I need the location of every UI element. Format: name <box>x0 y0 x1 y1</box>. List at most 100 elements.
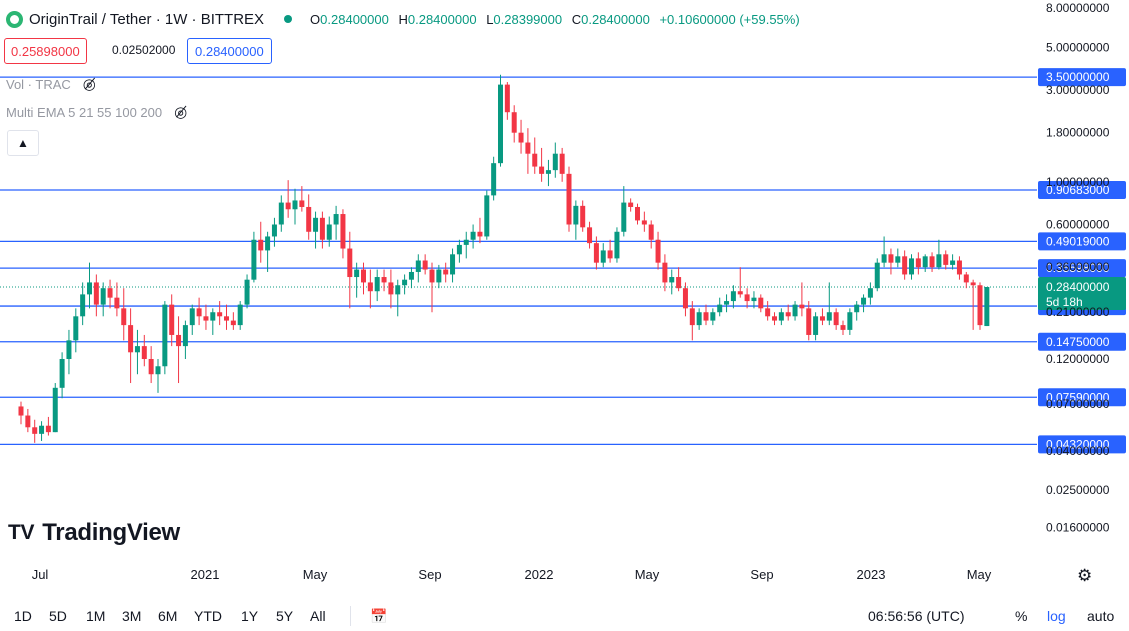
candle-body[interactable] <box>340 214 346 249</box>
candle-body[interactable] <box>388 282 394 295</box>
candle-body[interactable] <box>662 262 668 283</box>
sell-price-box[interactable]: 0.25898000 <box>4 38 87 64</box>
volume-indicator-legend[interactable]: Vol · TRAC ◎̸ <box>6 75 96 93</box>
candle-body[interactable] <box>237 304 243 326</box>
candle-body[interactable] <box>292 200 298 210</box>
candle-body[interactable] <box>52 387 58 433</box>
candle-body[interactable] <box>909 258 914 275</box>
log-scale-toggle[interactable]: log <box>1047 608 1066 624</box>
candle-body[interactable] <box>381 277 387 283</box>
candle-body[interactable] <box>59 358 65 388</box>
candle-body[interactable] <box>251 239 257 280</box>
candle-body[interactable] <box>285 202 291 210</box>
candle-body[interactable] <box>39 425 45 434</box>
candle-body[interactable] <box>977 285 983 326</box>
candle-body[interactable] <box>196 308 202 317</box>
candle-body[interactable] <box>963 274 969 283</box>
candle-body[interactable] <box>361 269 366 283</box>
candle-body[interactable] <box>799 304 805 309</box>
candle-body[interactable] <box>93 282 99 305</box>
candle-body[interactable] <box>408 271 414 280</box>
candle-body[interactable] <box>792 304 798 317</box>
candle-body[interactable] <box>354 269 360 278</box>
candle-body[interactable] <box>224 316 229 321</box>
candle-body[interactable] <box>641 220 647 225</box>
candle-body[interactable] <box>696 312 702 326</box>
candle-body[interactable] <box>415 260 421 272</box>
candle-body[interactable] <box>210 312 216 321</box>
candle-body[interactable] <box>299 200 305 207</box>
candle-body[interactable] <box>203 316 209 321</box>
candle-body[interactable] <box>559 153 565 174</box>
timeframe-6m[interactable]: 6M <box>158 608 178 624</box>
candle-body[interactable] <box>121 308 127 326</box>
candle-body[interactable] <box>148 358 154 375</box>
candle-body[interactable] <box>128 325 134 353</box>
candle-body[interactable] <box>621 202 627 232</box>
candle-body[interactable] <box>669 277 675 283</box>
candle-body[interactable] <box>710 312 716 321</box>
candle-body[interactable] <box>737 291 743 295</box>
candle-body[interactable] <box>655 239 661 263</box>
candle-body[interactable] <box>66 340 72 359</box>
candle-body[interactable] <box>648 224 654 240</box>
candle-body[interactable] <box>450 254 456 275</box>
candle-body[interactable] <box>189 308 195 326</box>
candle-body[interactable] <box>628 202 634 207</box>
candle-body[interactable] <box>902 256 908 275</box>
candle-body[interactable] <box>402 279 408 286</box>
candle-body[interactable] <box>545 170 551 174</box>
candle-body[interactable] <box>929 256 935 268</box>
candle-body[interactable] <box>813 316 819 335</box>
timeframe-5d[interactable]: 5D <box>49 608 67 624</box>
percent-scale-toggle[interactable]: % <box>1015 608 1028 624</box>
candle-body[interactable] <box>367 282 373 292</box>
candle-body[interactable] <box>162 304 168 367</box>
candle-body[interactable] <box>436 269 442 283</box>
candle-body[interactable] <box>730 291 736 302</box>
candle-body[interactable] <box>456 244 462 255</box>
candle-body[interactable] <box>258 239 264 251</box>
candle-body[interactable] <box>566 173 572 225</box>
candle-body[interactable] <box>319 217 325 240</box>
candle-body[interactable] <box>470 231 476 240</box>
candle-body[interactable] <box>861 297 867 305</box>
candle-body[interactable] <box>758 297 764 309</box>
candle-body[interactable] <box>936 254 942 268</box>
candle-body[interactable] <box>463 239 469 245</box>
candle-body[interactable] <box>785 312 791 317</box>
eye-hidden-icon[interactable]: ◎̸ <box>82 76 96 93</box>
candle-body[interactable] <box>833 312 839 326</box>
candle-body[interactable] <box>429 269 435 283</box>
candle-body[interactable] <box>922 256 928 268</box>
candle-body[interactable] <box>539 166 545 174</box>
candle-body[interactable] <box>867 288 873 298</box>
candle-body[interactable] <box>806 308 812 335</box>
candle-body[interactable] <box>573 205 579 225</box>
candle-body[interactable] <box>826 312 832 321</box>
timeframe-all[interactable]: All <box>310 608 326 624</box>
timeframe-1d[interactable]: 1D <box>14 608 32 624</box>
candle-body[interactable] <box>635 206 640 221</box>
candle-body[interactable] <box>134 346 140 353</box>
timeframe-1y[interactable]: 1Y <box>241 608 259 624</box>
candle-body[interactable] <box>182 325 188 347</box>
candle-body[interactable] <box>422 260 428 270</box>
candle-body[interactable] <box>32 427 38 434</box>
candle-body[interactable] <box>176 334 182 347</box>
candle-body[interactable] <box>326 224 332 240</box>
candle-body[interactable] <box>271 224 277 237</box>
candle-body[interactable] <box>395 285 401 295</box>
candle-body[interactable] <box>532 153 538 167</box>
candle-body[interactable] <box>87 282 92 295</box>
candle-body[interactable] <box>525 142 531 154</box>
timeframe-3m[interactable]: 3M <box>122 608 142 624</box>
candle-body[interactable] <box>244 279 250 305</box>
candle-body[interactable] <box>984 287 990 327</box>
candle-body[interactable] <box>347 248 353 278</box>
candle-body[interactable] <box>114 297 120 309</box>
candle-body[interactable] <box>511 112 517 133</box>
candle-body[interactable] <box>18 406 24 416</box>
candle-body[interactable] <box>751 297 757 302</box>
